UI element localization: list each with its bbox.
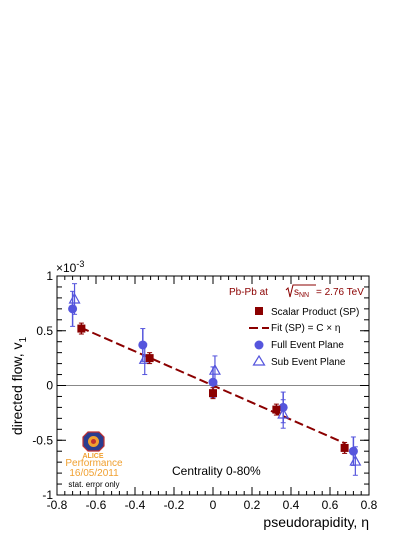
x-tick-label: -0.8 xyxy=(47,498,68,512)
svg-text:= 2.76 TeV: = 2.76 TeV xyxy=(316,287,364,298)
collision-system-header: Pb-Pb at sNN = 2.76 TeV xyxy=(229,284,364,299)
y-tick-label: -1 xyxy=(42,488,53,502)
x-tick-label: 0.4 xyxy=(283,498,300,512)
svg-text:sNN: sNN xyxy=(294,287,309,299)
full-event-plane-point xyxy=(68,304,78,314)
legend-marker-sub-ep xyxy=(252,354,266,366)
legend-label-fit: Fit (SP) = C × η xyxy=(271,323,340,334)
svg-text:Pb-Pb at: Pb-Pb at xyxy=(229,287,268,298)
performance-label: Performance xyxy=(65,458,123,469)
full-event-plane-point xyxy=(208,377,218,387)
date-label: 16/05/2011 xyxy=(69,468,119,479)
scalar-product-point xyxy=(272,405,281,414)
y-axis-exponent: ×10-3 xyxy=(56,259,84,275)
legend-label-sp: Scalar Product (SP) xyxy=(271,307,359,318)
scalar-product-point xyxy=(209,389,217,398)
y-tick-label: 1 xyxy=(46,269,53,283)
centrality-label: Centrality 0-80% xyxy=(172,464,261,478)
full-event-plane-point xyxy=(348,446,358,456)
x-tick-label: 0.8 xyxy=(361,498,378,512)
legend: Scalar Product (SP) Fit (SP) = C × η Ful… xyxy=(249,307,359,368)
alice-logo xyxy=(82,431,105,452)
x-tick-label: 0 xyxy=(210,498,217,512)
alice-logo-label: ALICE xyxy=(83,453,104,460)
axis-tick-labels: -0.8 -0.6 -0.4 -0.2 0 0.2 0.4 0.6 0.8 -1 -0.5 0 0.5 1 xyxy=(32,269,377,512)
y-axis-title: directed flow, v1 xyxy=(9,336,29,435)
scalar-product-point xyxy=(145,354,154,363)
legend-label-full-ep: Full Event Plane xyxy=(271,340,344,351)
y-tick-label: 0.5 xyxy=(36,324,53,338)
full-event-plane-point xyxy=(138,340,148,350)
legend-label-sub-ep: Sub Event Plane xyxy=(271,357,346,368)
legend-marker-full-ep xyxy=(254,340,264,350)
stat-error-label: stat. error only xyxy=(68,480,119,489)
x-tick-label: 0.2 xyxy=(244,498,261,512)
x-tick-label: -0.6 xyxy=(86,498,107,512)
x-tick-label: 0.6 xyxy=(322,498,339,512)
data-series xyxy=(68,283,362,476)
axis-ticks xyxy=(56,275,370,496)
legend-marker-sp xyxy=(255,307,263,315)
y-tick-label: -0.5 xyxy=(32,433,53,447)
scalar-product-point xyxy=(77,324,86,333)
x-tick-label: -0.2 xyxy=(164,498,185,512)
y-tick-label: 0 xyxy=(46,379,53,393)
full-event-plane-point xyxy=(278,402,288,412)
x-axis-title: pseudorapidity, η xyxy=(263,514,369,530)
scalar-product-point xyxy=(340,443,349,452)
x-tick-label: -0.4 xyxy=(125,498,146,512)
